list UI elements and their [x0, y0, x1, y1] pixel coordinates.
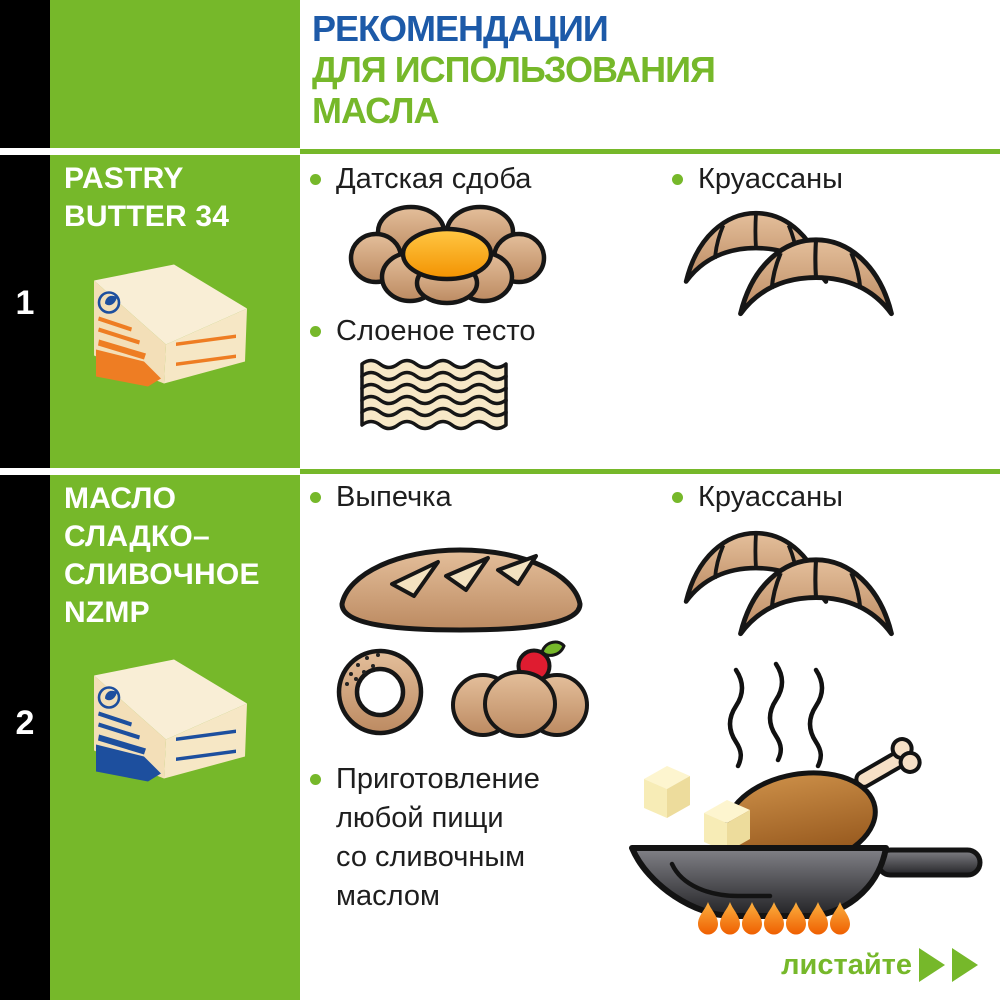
title-line-2: ДЛЯ ИСПОЛЬЗОВАНИЯ	[312, 49, 716, 90]
divider-row2-sidebar	[0, 468, 300, 475]
number-rail	[0, 0, 50, 1000]
buns-with-apple-icon	[451, 640, 589, 738]
product-name-pastry-butter: PASTRY BUTTER 34	[64, 160, 294, 236]
product1-line1: PASTRY	[64, 162, 184, 195]
frying-pan-icon	[629, 661, 983, 935]
bullet-cooking-with-butter: Приготовление любой пищи со сливочным ма…	[310, 760, 540, 916]
bullet-danish-label: Датская сдоба	[336, 163, 532, 195]
bullet-cooking-label: Приготовление любой пищи со сливочным ма…	[336, 760, 540, 916]
section-1-number: 1	[15, 284, 35, 322]
product-name-sweet-cream-butter: МАСЛО СЛАДКО– СЛИВОЧНОЕ NZMP	[64, 480, 294, 632]
bullet-dot-icon	[310, 326, 321, 337]
swipe-hint-label: листайте	[781, 948, 912, 981]
bullet-dot-icon	[310, 174, 321, 185]
puff-pastry-icon	[360, 358, 508, 431]
bullet-dot-icon	[310, 774, 321, 785]
cooking-line4: маслом	[336, 880, 440, 912]
bagel-icon	[336, 648, 424, 736]
bullet-croissants-2: Круассаны	[672, 478, 843, 517]
butter-box-blue-icon	[92, 658, 249, 783]
product1-line2: BUTTER 34	[64, 200, 230, 233]
product2-line4: NZMP	[64, 596, 150, 629]
bullet-dot-icon	[672, 492, 683, 503]
swipe-hint: листайте	[781, 948, 978, 982]
steam-icon	[727, 661, 825, 769]
section-2-number: 2	[15, 704, 35, 742]
product2-line1: МАСЛО	[64, 482, 177, 515]
bullet-baking-label: Выпечка	[336, 481, 452, 513]
bullet-puff-label: Слоеное тесто	[336, 315, 536, 347]
butter-box-orange-icon	[92, 263, 249, 388]
bullet-croissants2-label: Круассаны	[698, 481, 843, 513]
danish-pastry-icon	[348, 204, 547, 306]
bullet-puff-pastry: Слоеное тесто	[310, 312, 535, 351]
right-arrow-icon[interactable]	[952, 948, 978, 982]
bullet-danish-pastry: Датская сдоба	[310, 160, 531, 199]
croissants-icon	[678, 200, 898, 320]
pan-handle	[875, 847, 983, 878]
cooking-line2: любой пищи	[336, 802, 504, 834]
divider-row1-main	[300, 149, 1000, 154]
croissants-icon	[678, 520, 898, 640]
bullet-croissants1-label: Круассаны	[698, 163, 843, 195]
cooking-line3: со сливочным	[336, 841, 526, 873]
product2-line3: СЛИВОЧНОЕ	[64, 558, 260, 591]
butter-cube-icon	[644, 766, 690, 818]
bullet-baking: Выпечка	[310, 478, 452, 517]
cooking-line1: Приготовление	[336, 763, 540, 795]
right-arrow-icon[interactable]	[919, 948, 945, 982]
title-line-1: РЕКОМЕНДАЦИИ	[312, 8, 609, 49]
bullet-croissants-1: Круассаны	[672, 160, 843, 199]
divider-row1-sidebar	[0, 148, 300, 155]
bread-loaf-icon	[339, 547, 583, 633]
bullet-dot-icon	[672, 174, 683, 185]
page-title: РЕКОМЕНДАЦИИ ДЛЯ ИСПОЛЬЗОВАНИЯ МАСЛА	[312, 8, 716, 131]
title-line-3: МАСЛА	[312, 90, 439, 131]
butter-cube-in-pan-icon	[704, 800, 750, 852]
bullet-dot-icon	[310, 492, 321, 503]
sidebar-green-column	[50, 0, 300, 1000]
divider-row2-main	[300, 469, 1000, 474]
pan-body	[629, 845, 889, 919]
product2-line2: СЛАДКО–	[64, 520, 210, 553]
